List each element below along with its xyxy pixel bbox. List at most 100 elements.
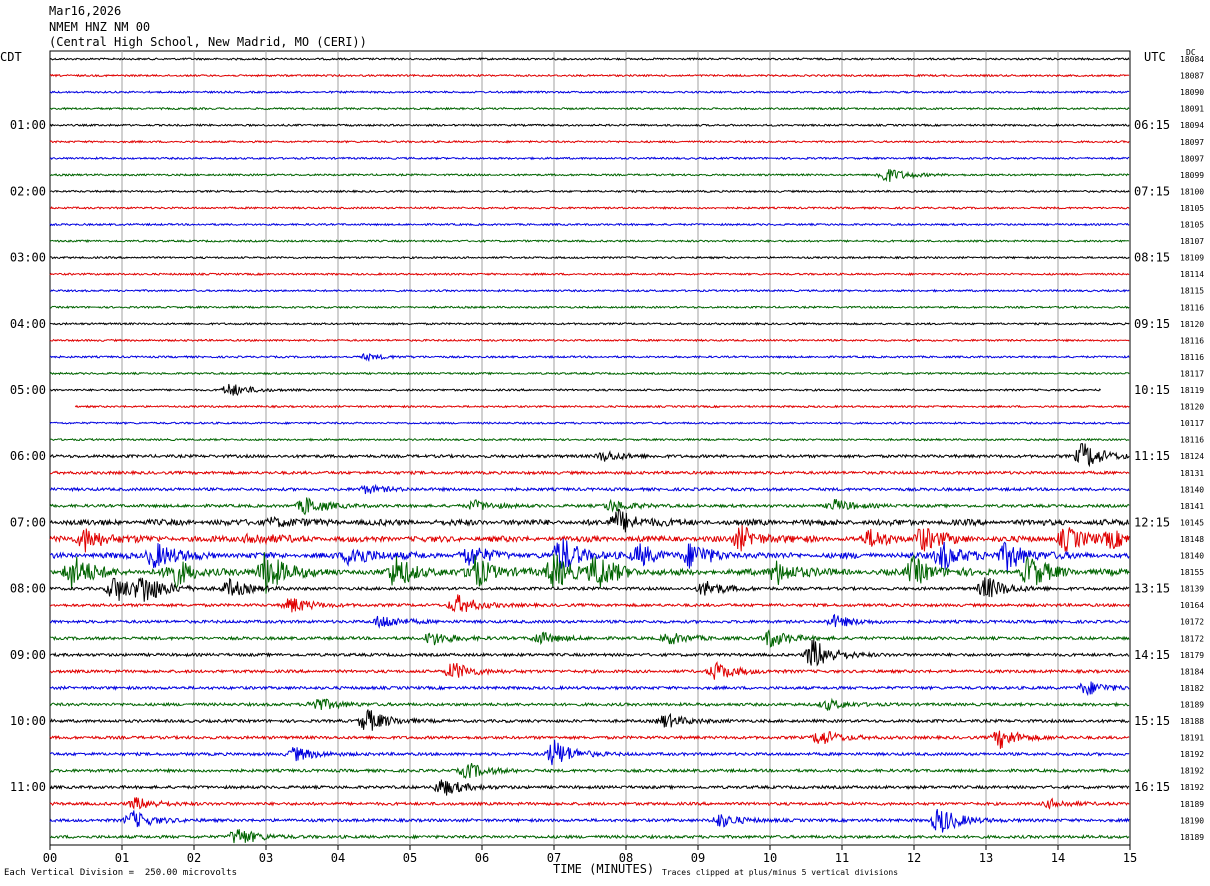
dc-offset-label: 18131 <box>1180 469 1204 478</box>
seismogram-trace <box>49 797 1130 810</box>
seismogram-trace <box>49 437 1130 442</box>
axis-labels: 00 01 02 03 04 05 06 07 08 09 10 11 12 13 14 15 01:00 06:… <box>10 55 1204 865</box>
seismogram-trace <box>49 552 1130 594</box>
x-tick-label: 09 <box>691 851 705 865</box>
utc-hour-label: 09:15 <box>1134 317 1170 331</box>
dc-offset-label: 18124 <box>1180 452 1204 461</box>
grid-lines <box>49 50 1131 846</box>
dc-offset-label: 18117 <box>1180 369 1204 378</box>
seismogram-trace <box>49 469 1130 476</box>
seismogram-trace <box>49 697 1130 711</box>
dc-offset-label: 10164 <box>1180 601 1204 610</box>
dc-offset-label: 18094 <box>1180 121 1204 130</box>
x-tick-label: 07 <box>547 851 561 865</box>
dc-offset-label: 18115 <box>1180 287 1204 296</box>
location-label: (Central High School, New Madrid, MO (CE… <box>49 35 367 49</box>
utc-hour-label: 10:15 <box>1134 383 1170 397</box>
cdt-hour-label: 10:00 <box>10 714 46 728</box>
dc-offset-label: 18109 <box>1180 254 1204 263</box>
dc-offset-label: 18192 <box>1180 783 1204 792</box>
seismogram-trace <box>49 321 1130 326</box>
seismogram-trace <box>49 338 1130 343</box>
seismogram-trace <box>49 206 1130 210</box>
dc-offset-label: 18116 <box>1180 353 1204 362</box>
station-label: NMEM HNZ NM 00 <box>49 20 151 34</box>
seismogram-trace <box>49 272 1130 277</box>
seismogram-trace <box>49 538 1130 573</box>
x-axis-title: TIME (MINUTES) <box>553 862 655 876</box>
seismogram-trace <box>49 168 1130 182</box>
dc-offset-label: 18090 <box>1180 88 1204 97</box>
seismogram-trace <box>50 106 1130 111</box>
dc-offset-label: 18179 <box>1180 651 1204 660</box>
dc-offset-label: 18191 <box>1180 734 1204 743</box>
trace-group <box>49 56 1130 844</box>
dc-offset-label: 18100 <box>1180 187 1204 196</box>
seismogram-trace <box>49 305 1130 310</box>
dc-offset-label: 18140 <box>1180 552 1204 561</box>
seismogram-trace <box>49 90 1130 95</box>
seismogram-trace <box>49 222 1130 227</box>
seismogram-trace <box>49 629 1130 648</box>
dc-offset-label: 18120 <box>1180 403 1204 412</box>
x-tick-label: 06 <box>475 851 489 865</box>
seismogram-trace <box>49 288 1130 293</box>
seismogram-trace <box>49 681 1130 697</box>
dc-offset-label: 10172 <box>1180 618 1204 627</box>
right-axis-title: UTC <box>1144 50 1166 64</box>
seismogram-trace <box>49 255 1130 260</box>
seismogram-trace <box>49 739 1130 766</box>
seismogram-trace <box>49 576 1130 602</box>
seismogram-trace <box>49 613 1130 629</box>
seismogram-trace <box>49 730 1130 749</box>
seismogram-trace <box>49 123 1130 128</box>
dc-offset-label: 18141 <box>1180 502 1204 511</box>
seismogram-trace <box>49 639 1130 667</box>
utc-hour-label: 12:15 <box>1134 515 1170 529</box>
cdt-hour-label: 07:00 <box>10 515 46 529</box>
dc-offset-label: 18119 <box>1180 386 1204 395</box>
x-tick-label: 12 <box>907 851 921 865</box>
dc-offset-label: 18148 <box>1180 535 1204 544</box>
x-tick-label: 03 <box>259 851 273 865</box>
cdt-hour-label: 05:00 <box>10 383 46 397</box>
dc-offset-label: 18105 <box>1180 204 1204 213</box>
x-tick-label: 14 <box>1051 851 1065 865</box>
dc-offset-label: 18189 <box>1180 800 1204 809</box>
x-tick-label: 05 <box>403 851 417 865</box>
dc-offset-label: 18120 <box>1180 320 1204 329</box>
seismogram-trace <box>49 661 1130 680</box>
cdt-hour-label: 09:00 <box>10 648 46 662</box>
plot-frame <box>49 50 1131 846</box>
seismogram-trace <box>49 353 1130 363</box>
seismogram-trace <box>49 497 1130 516</box>
dc-offset-label: 18184 <box>1180 667 1204 676</box>
dc-offset-label: 18116 <box>1180 303 1204 312</box>
seismogram-trace <box>74 404 1130 409</box>
dc-offset-label: 18188 <box>1180 717 1204 726</box>
dc-title: DC <box>1186 48 1196 57</box>
left-axis-title: CDT <box>0 50 22 64</box>
seismogram-trace <box>49 808 1130 833</box>
vertical-division-note: Each Vertical Division = 250.00 microvol… <box>4 868 237 878</box>
seismogram-trace <box>49 762 1130 780</box>
x-tick-label: 08 <box>619 851 633 865</box>
x-tick-label: 15 <box>1123 851 1137 865</box>
x-tick-label: 11 <box>835 851 849 865</box>
x-tick-label: 01 <box>115 851 129 865</box>
cdt-hour-label: 01:00 <box>10 118 46 132</box>
dc-offset-label: 18189 <box>1180 700 1204 709</box>
dc-offset-label: 18192 <box>1180 767 1204 776</box>
utc-hour-label: 07:15 <box>1134 184 1170 198</box>
seismogram-trace <box>49 239 1130 243</box>
x-tick-label: 10 <box>763 851 777 865</box>
dc-offset-label: 18091 <box>1180 105 1204 114</box>
seismogram-trace <box>49 189 1130 194</box>
seismogram-trace <box>49 383 1101 396</box>
dc-offset-label: 18172 <box>1180 634 1204 643</box>
dc-offset-label: 18182 <box>1180 684 1204 693</box>
dc-offset-label: 18097 <box>1180 138 1204 147</box>
dc-offset-label: 18105 <box>1180 221 1204 230</box>
dc-offset-label: 18097 <box>1180 154 1204 163</box>
